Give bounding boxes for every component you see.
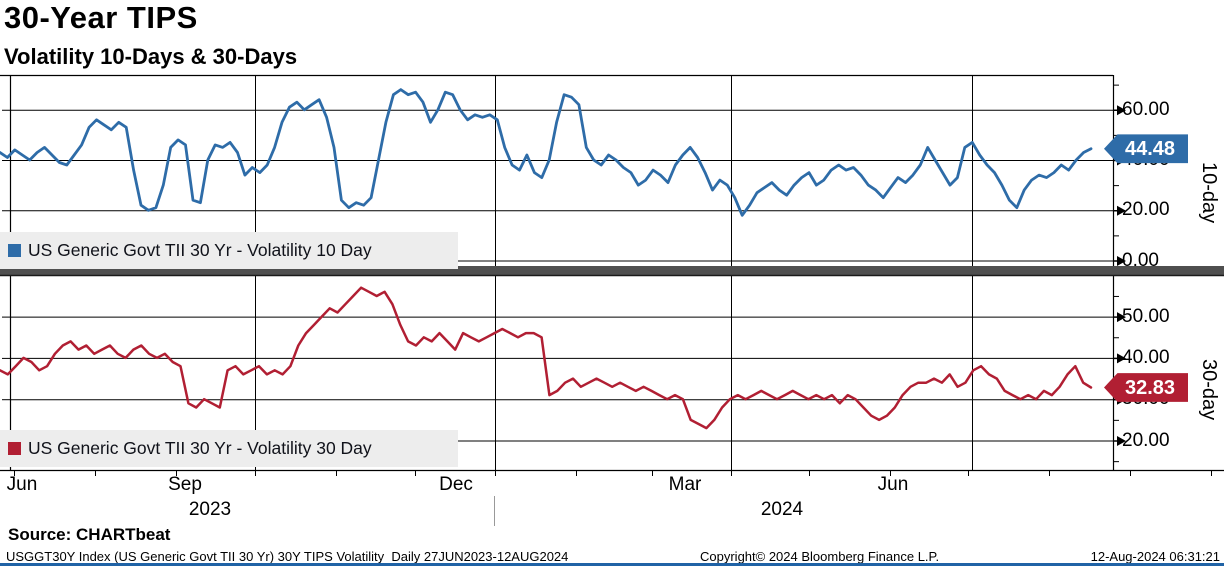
legend-label-10day: US Generic Govt TII 30 Yr - Volatility 1… <box>28 240 372 260</box>
legend-30day: US Generic Govt TII 30 Yr - Volatility 3… <box>0 430 458 467</box>
panel-divider <box>0 266 1224 276</box>
footer-timestamp: 12-Aug-2024 06:31:21 <box>1090 549 1220 564</box>
series-line-30day <box>0 286 1093 430</box>
legend-10day: US Generic Govt TII 30 Yr - Volatility 1… <box>0 232 458 269</box>
x-tick-month-label: Mar <box>668 474 702 495</box>
y-tick-label: 20.00 <box>1122 199 1170 221</box>
x-tick-month-label: Sep <box>168 474 202 495</box>
footer-description: USGGT30Y Index (US Generic Govt TII 30 Y… <box>6 549 569 564</box>
tick-arrow-icon <box>1117 256 1126 266</box>
y-axis-title-10day: 10-day <box>1198 162 1220 224</box>
y-tick-label: 50.00 <box>1122 305 1170 327</box>
x-tick-year-label: 2023 <box>188 499 232 520</box>
tick-arrow-icon <box>1117 205 1126 216</box>
tick-arrow-icon <box>1117 312 1126 323</box>
y-tick-label: 20.00 <box>1122 429 1170 451</box>
last-value-tag-30day: 32.83 <box>1104 373 1188 402</box>
legend-label-30day: US Generic Govt TII 30 Yr - Volatility 3… <box>28 438 372 458</box>
page-subtitle: Volatility 10-Days & 30-Days <box>4 44 298 69</box>
legend-swatch-red-icon <box>8 442 21 455</box>
tick-arrow-icon <box>1117 436 1126 446</box>
page-title: 30-Year TIPS <box>4 0 198 35</box>
tick-arrow-icon <box>1117 105 1126 116</box>
series-line-10day <box>0 88 1093 217</box>
last-value-tag-10day: 44.48 <box>1104 134 1188 164</box>
y-tick-label: 0.00 <box>1122 249 1159 271</box>
x-tick-year-label: 2024 <box>760 499 804 520</box>
footer-copyright: Copyright© 2024 Bloomberg Finance L.P. <box>700 549 940 564</box>
tick-arrow-icon <box>1117 353 1126 364</box>
y-tick-label: 60.00 <box>1122 98 1170 120</box>
x-tick-month-label: Jun <box>6 474 38 495</box>
y-axis-title-30day: 30-day <box>1198 359 1220 421</box>
legend-swatch-blue-icon <box>8 244 21 257</box>
x-tick-month-label: Dec <box>439 474 473 495</box>
y-tick-label: 40.00 <box>1122 346 1170 368</box>
source-text: Source: CHARTbeat <box>8 525 171 544</box>
x-tick-month-label: Jun <box>877 474 909 495</box>
